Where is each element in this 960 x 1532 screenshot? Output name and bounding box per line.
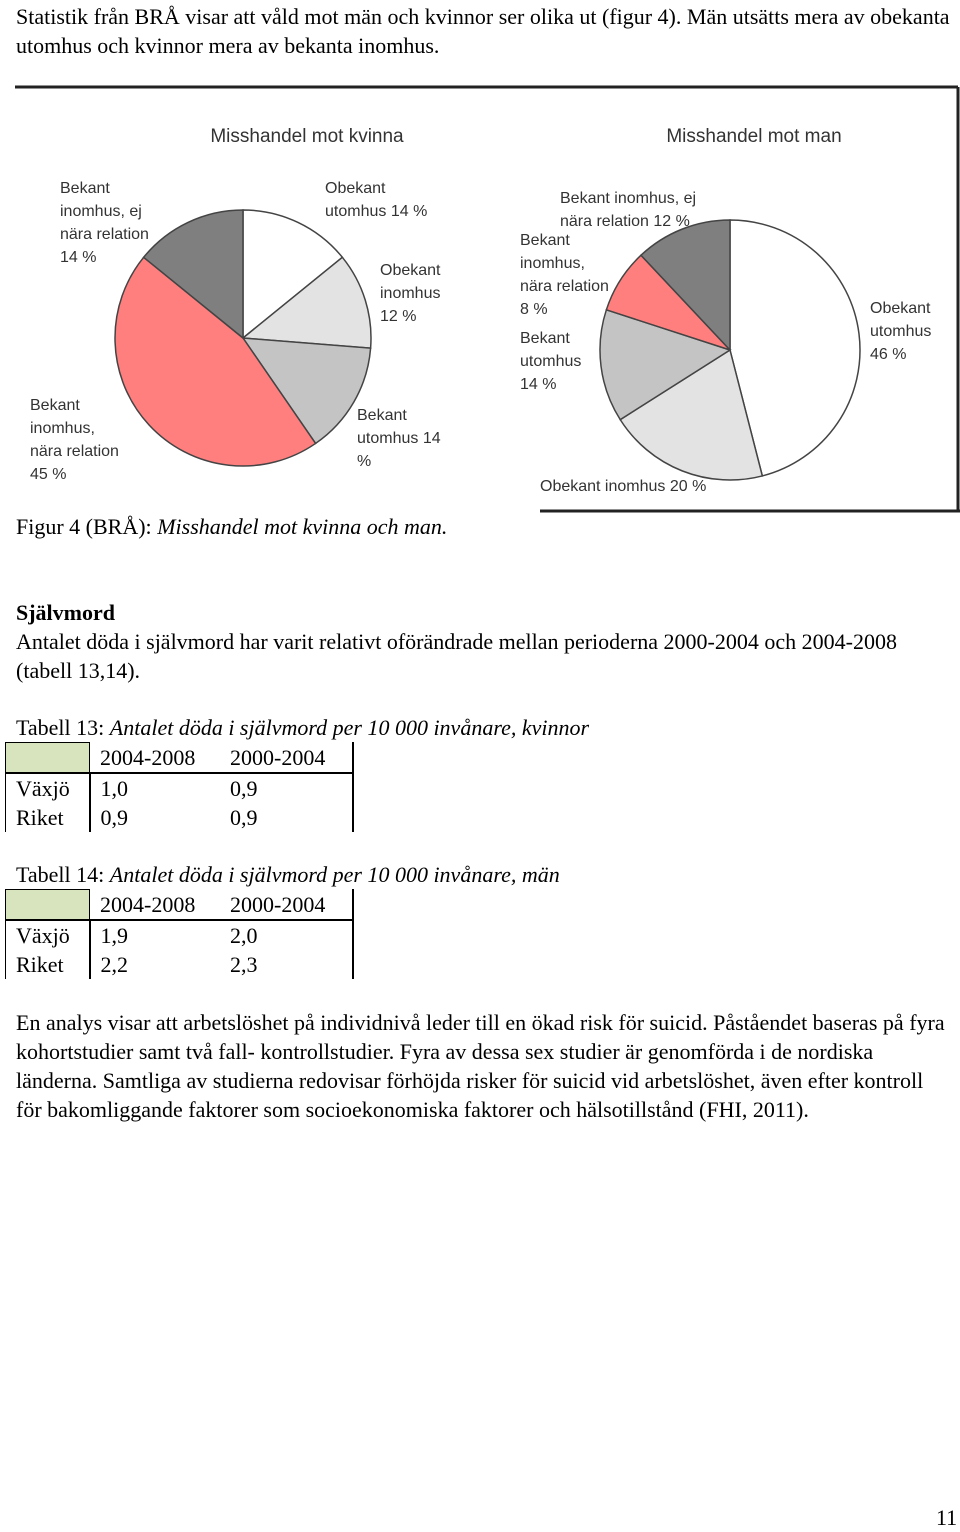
slice-category: Obekant inomhus bbox=[540, 478, 666, 495]
figure: Misshandel mot kvinna Misshandel mot man … bbox=[0, 85, 960, 515]
row-label: Riket bbox=[5, 803, 91, 832]
table-cell: 1,0 bbox=[100, 776, 129, 801]
table-row: Växjö 1,0 0,9 bbox=[5, 773, 354, 803]
slice-label: Bekant inomhus, ej nära relation 12 % bbox=[560, 187, 710, 233]
pie-slice bbox=[241, 256, 372, 349]
column-header: 2000-2004 bbox=[220, 889, 354, 921]
pie-slice bbox=[242, 209, 344, 340]
slice-label: Obekant utomhus 46 % bbox=[870, 297, 950, 366]
slice-category: Obekant utomhus bbox=[870, 300, 932, 340]
pie-slice bbox=[241, 337, 372, 445]
slice-value-label: 12 % bbox=[653, 213, 690, 230]
column-header: 2000-2004 bbox=[220, 742, 354, 774]
table: 2004-2008 2000-2004 Växjö 1,0 0,9 Riket 0,9 0,9 bbox=[5, 742, 354, 832]
table-caption-text: Antalet döda i självmord per 10 000 invå… bbox=[109, 862, 560, 887]
pie-slice bbox=[114, 256, 317, 467]
pie-slice bbox=[599, 308, 732, 421]
slice-label: Bekant utomhus 14 % bbox=[520, 327, 600, 396]
slice-value-label: 20 % bbox=[669, 478, 707, 495]
slice-category: Bekant inomhus, nära relation bbox=[520, 232, 609, 295]
slice-category: Bekant inomhus, ej nära relation bbox=[60, 180, 149, 243]
table-header-row: 2004-2008 2000-2004 bbox=[5, 742, 354, 774]
page-number: 11 bbox=[936, 1505, 958, 1530]
row-label: Växjö bbox=[5, 920, 91, 950]
slice-value-label: 46 % bbox=[870, 346, 907, 363]
column-header: 2004-2008 bbox=[89, 742, 220, 774]
slice-category: Bekant inomhus, nära relation bbox=[30, 397, 119, 460]
slice-value-label: 14 % bbox=[357, 430, 441, 470]
figure-caption: Figur 4 (BRÅ): Misshandel mot kvinna och… bbox=[16, 512, 447, 541]
table-caption: Tabell 13: Antalet döda i självmord per … bbox=[16, 713, 589, 742]
chart-title: Misshandel mot kvinna bbox=[210, 126, 404, 147]
slice-value-label: 12 % bbox=[380, 308, 417, 325]
table-label: Tabell 14: bbox=[16, 862, 105, 887]
table-cell: 2,3 bbox=[220, 950, 354, 979]
slice-label: Bekant utomhus 14 % bbox=[357, 404, 457, 473]
table-caption: Tabell 14: Antalet döda i självmord per … bbox=[16, 860, 560, 889]
caption-label: Figur 4 (BRÅ): bbox=[16, 514, 152, 539]
figure-charts: Misshandel mot kvinna Misshandel mot man bbox=[15, 85, 960, 513]
slice-value-label: 14 % bbox=[520, 376, 557, 393]
slice-value-label: 45 % bbox=[30, 466, 67, 483]
slice-category: Obekant inomhus bbox=[380, 262, 441, 302]
slice-label: Obekant inomhus 12 % bbox=[380, 259, 452, 328]
table-corner bbox=[5, 742, 90, 774]
pie-slice bbox=[619, 348, 764, 481]
slice-value-label: 14 % bbox=[390, 203, 428, 220]
table-row: Växjö 1,9 2,0 bbox=[5, 920, 354, 950]
table-label: Tabell 13: bbox=[16, 715, 105, 740]
slice-value-label: 8 % bbox=[520, 301, 548, 318]
slice-label: Bekant inomhus, nära relation 8 % bbox=[520, 229, 610, 321]
column-header: 2004-2008 bbox=[89, 889, 220, 921]
intro: Statistik från BRÅ visar att våld mot mä… bbox=[16, 4, 950, 58]
slice-value-label: 14 % bbox=[60, 249, 97, 266]
table-corner bbox=[5, 889, 90, 921]
caption-text: Misshandel mot kvinna och man. bbox=[157, 514, 448, 539]
chart-title: Misshandel mot man bbox=[666, 126, 841, 147]
table-cell: 0,9 bbox=[220, 803, 354, 832]
slice-category: Bekant inomhus, ej nära relation bbox=[560, 190, 697, 230]
table-cell: 2,2 bbox=[100, 952, 129, 977]
table-caption-text: Antalet döda i självmord per 10 000 invå… bbox=[109, 715, 590, 740]
paragraph: En analys visar att arbetslöshet på indi… bbox=[16, 1010, 945, 1122]
slice-category: Bekant utomhus bbox=[357, 407, 419, 447]
pie-slice bbox=[729, 219, 861, 477]
table-cell: 2,0 bbox=[220, 920, 354, 950]
table-header-row: 2004-2008 2000-2004 bbox=[5, 889, 354, 921]
table-cell: 1,9 bbox=[100, 923, 129, 948]
slice-label: Bekant inomhus, ej nära relation 14 % bbox=[60, 177, 160, 269]
pie-slice bbox=[639, 219, 731, 352]
table-cell: 0,9 bbox=[100, 805, 129, 830]
table-row: Riket 2,2 2,3 bbox=[5, 950, 354, 979]
table: 2004-2008 2000-2004 Växjö 1,9 2,0 Riket 2,2 2,3 bbox=[5, 889, 354, 979]
slice-category: Obekant utomhus bbox=[325, 180, 387, 220]
paragraph: Antalet döda i självmord har varit relat… bbox=[16, 629, 897, 683]
slice-label: Bekant inomhus, nära relation 45 % bbox=[30, 394, 130, 486]
slice-label: Obekant inomhus 20 % bbox=[540, 475, 740, 498]
pie-slice bbox=[142, 209, 244, 340]
row-label: Växjö bbox=[5, 773, 91, 803]
row-label: Riket bbox=[5, 950, 91, 979]
slice-label: Obekant utomhus 14 % bbox=[325, 177, 445, 223]
table-row: Riket 0,9 0,9 bbox=[5, 803, 354, 832]
slice-category: Bekant utomhus bbox=[520, 330, 582, 370]
heading: Självmord bbox=[16, 600, 115, 625]
table-cell: 0,9 bbox=[220, 773, 354, 803]
